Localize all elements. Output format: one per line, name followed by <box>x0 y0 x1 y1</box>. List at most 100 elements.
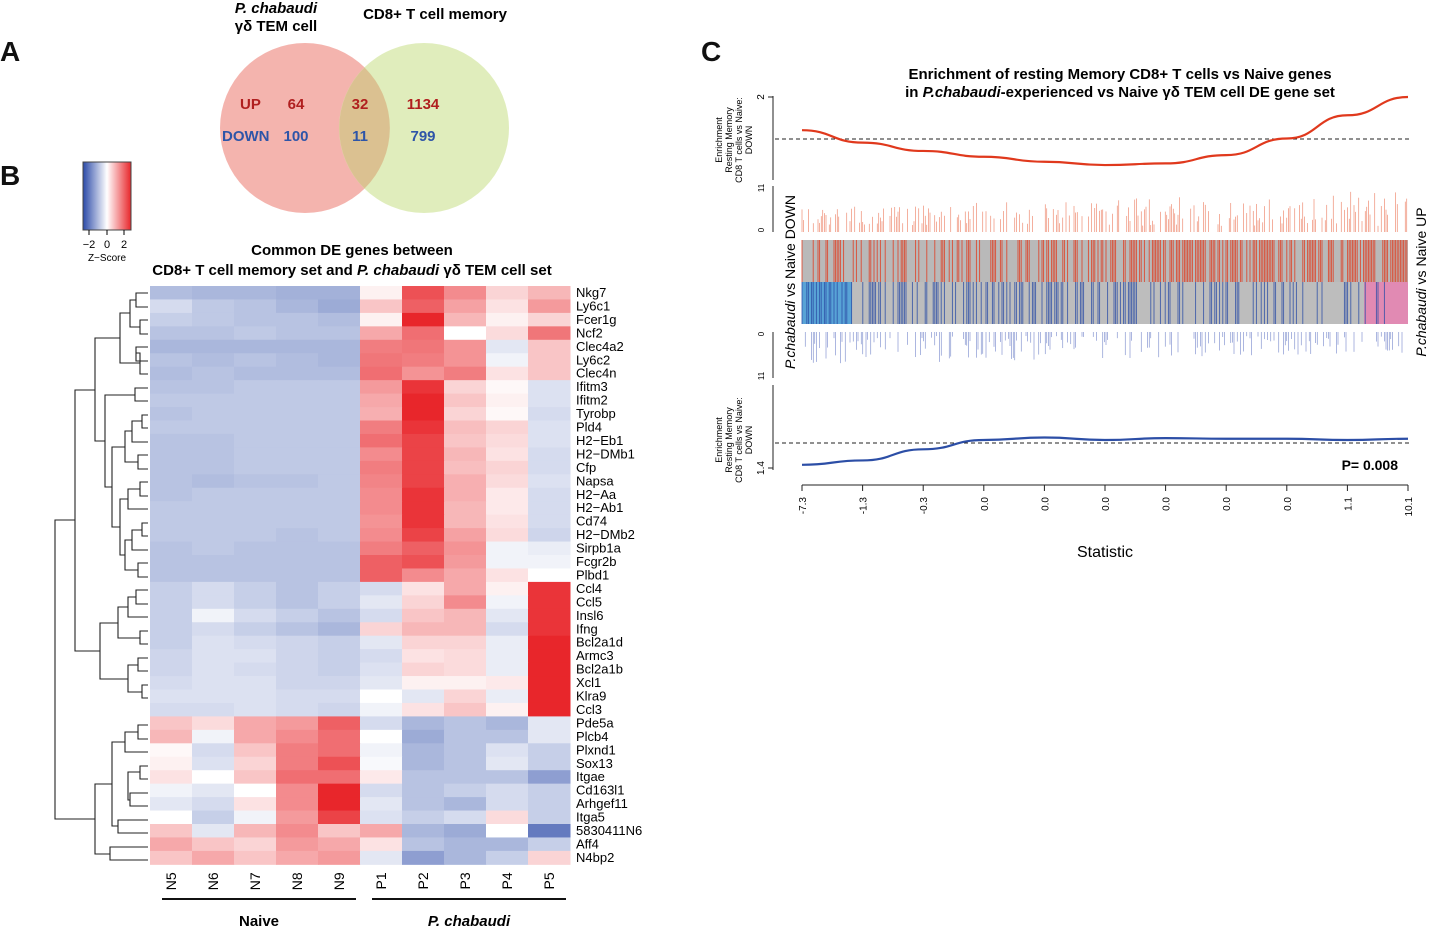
heatmap-cell <box>150 528 193 543</box>
heatmap-cell <box>192 783 235 798</box>
heatmap-cell <box>528 326 571 341</box>
column-label: N7 <box>247 872 263 890</box>
top-ylabel-line2: Resting Memory <box>724 107 734 173</box>
heatmap-cell <box>528 460 571 475</box>
gene-label: Cfp <box>576 460 596 475</box>
column-label: P4 <box>499 872 515 889</box>
heatmap-cell <box>318 837 361 852</box>
heatmap-cell <box>528 286 571 300</box>
gsea-title-line2-italic: P.chabaudi <box>923 84 1002 101</box>
heatmap-cell <box>360 555 403 569</box>
xtick-label: 0.0 <box>980 497 991 511</box>
gene-label: 5830411N6 <box>576 823 642 838</box>
heatmap-cell <box>402 608 445 623</box>
heatmap-cell <box>444 501 487 516</box>
heatmap-cell <box>360 433 403 448</box>
heatmap-cell <box>402 433 445 448</box>
heatmap-cell <box>276 312 319 327</box>
heatmap-cell <box>360 420 403 435</box>
top-enrichment-ylabel: Enrichment Resting Memory CD8 T cells vs… <box>714 97 754 183</box>
heatmap-cell <box>528 797 571 812</box>
gene-label: Fcer1g <box>576 312 616 327</box>
pvalue-label: P= 0.008 <box>1342 457 1399 473</box>
heatmap-cell <box>276 702 319 717</box>
heatmap-cell <box>150 608 193 623</box>
right-side-label-italic: P.chabaudi <box>1413 287 1429 356</box>
xtick-label: -7.3 <box>798 497 809 515</box>
heatmap-cell <box>444 716 487 731</box>
heatmap-cell <box>150 824 193 838</box>
heatmap-cell <box>360 622 403 637</box>
heatmap-cell <box>150 797 193 812</box>
gene-label: Clec4n <box>576 366 616 381</box>
heatmap-cell <box>360 286 403 300</box>
heatmap-cell <box>360 393 403 408</box>
heatmap-cell <box>276 837 319 852</box>
heatmap-cell <box>486 676 529 690</box>
heatmap-cell <box>486 487 529 502</box>
heatmap-cell <box>192 380 235 395</box>
heatmap-cell <box>528 662 571 677</box>
heatmap-cell <box>276 353 319 368</box>
heatmap-cell <box>486 501 529 516</box>
right-side-label-b: vs Naive UP <box>1413 207 1429 288</box>
heatmap-cell <box>276 743 319 758</box>
gene-label: Klra9 <box>576 689 606 704</box>
heatmap-cell <box>192 420 235 435</box>
gene-label: H2−DMb2 <box>576 527 635 542</box>
heatmap-cell <box>150 770 193 785</box>
heatmap-cell <box>444 353 487 368</box>
heatmap-cell <box>192 514 235 529</box>
heatmap-cell <box>276 770 319 785</box>
gene-label: Napsa <box>576 473 614 488</box>
gene-label: Sirpb1a <box>576 541 622 556</box>
heatmap-cell <box>486 770 529 785</box>
heatmap-cell <box>402 460 445 475</box>
heatmap-cell <box>318 635 361 650</box>
heatmap-cell <box>528 541 571 556</box>
column-label: N5 <box>163 872 179 890</box>
heatmap-cell <box>276 366 319 381</box>
heatmap-cell <box>192 447 235 462</box>
heatmap-cell <box>276 689 319 704</box>
heatmap-cell <box>234 770 277 785</box>
heatmap-cell <box>444 474 487 489</box>
heatmap-cell <box>318 286 361 300</box>
heatmap-cell <box>192 729 235 744</box>
gene-label: Ifitm2 <box>576 393 608 408</box>
heatmap-cell <box>234 608 277 623</box>
heatmap-cell <box>486 743 529 758</box>
heatmap-cell <box>192 837 235 852</box>
heatmap-cell <box>486 312 529 327</box>
heatmap-cell <box>150 743 193 758</box>
heatmap-cell <box>150 286 193 300</box>
heatmap-cell <box>402 837 445 852</box>
heatmap-cell <box>150 514 193 529</box>
heatmap-cell <box>150 299 193 314</box>
column-label: N9 <box>331 872 347 890</box>
heatmap-cell <box>192 689 235 704</box>
heatmap-cell <box>318 797 361 812</box>
heatmap-cell <box>528 622 571 637</box>
heatmap-cell <box>444 676 487 690</box>
heatmap-cell <box>486 339 529 354</box>
panel-label-b: B <box>0 160 21 191</box>
heatmap-cell <box>402 743 445 758</box>
gene-label: H2−Ab1 <box>576 500 623 515</box>
heatmap-cell <box>444 299 487 314</box>
heatmap-cell <box>528 702 571 717</box>
heatmap-cell <box>528 447 571 462</box>
heatmap-cell <box>402 393 445 408</box>
heatmap-cell <box>234 702 277 717</box>
venn-overlap-up: 32 <box>352 96 369 113</box>
heatmap-cell <box>150 501 193 516</box>
heatmap-cell <box>318 662 361 677</box>
heatmap-cell <box>528 824 571 838</box>
heatmap-cell <box>318 407 361 421</box>
heatmap-cell <box>360 662 403 677</box>
xtick-label: -0.3 <box>919 497 930 515</box>
heatmap-cell <box>402 312 445 327</box>
venn-left-circle <box>220 43 390 213</box>
heatmap-cell <box>234 312 277 327</box>
heatmap-cell <box>276 581 319 596</box>
